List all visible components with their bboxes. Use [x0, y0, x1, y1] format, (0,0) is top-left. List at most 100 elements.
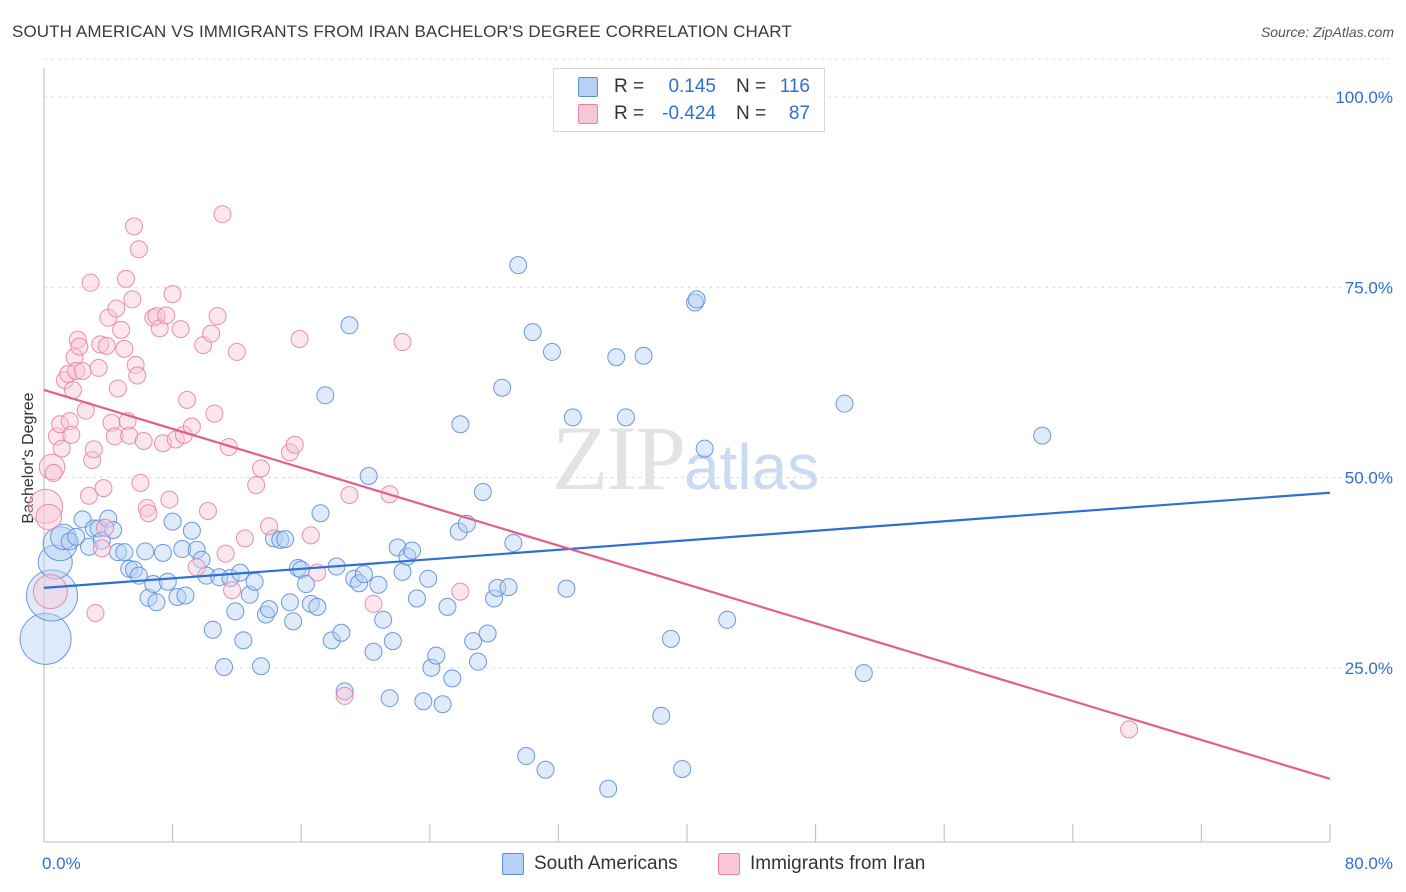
- bottom-legend-swatch-iran: [718, 853, 740, 875]
- data-point-south-americans: [354, 565, 373, 584]
- data-point-south-americans: [451, 415, 470, 434]
- data-point-south-americans: [182, 521, 201, 540]
- data-point-south-americans: [473, 482, 492, 501]
- data-point-iran: [94, 479, 113, 498]
- data-point-iran: [108, 379, 127, 398]
- data-point-iran: [32, 574, 68, 610]
- data-point-iran: [213, 205, 232, 224]
- x-tick-label: 80.0%: [1345, 854, 1393, 873]
- data-point-south-americans: [260, 600, 279, 619]
- data-point-south-americans: [252, 657, 271, 676]
- y-tick-label: 100.0%: [1335, 88, 1393, 107]
- data-point-south-americans: [433, 695, 452, 714]
- data-point-south-americans: [276, 530, 295, 549]
- data-point-iran: [120, 426, 139, 445]
- data-point-south-americans: [335, 682, 354, 701]
- data-point-iran: [89, 358, 108, 377]
- data-point-iran: [35, 503, 63, 531]
- data-point-iran: [86, 603, 105, 622]
- data-point-south-americans: [634, 346, 653, 365]
- data-point-iran: [92, 539, 111, 558]
- data-point-iran: [62, 425, 81, 444]
- data-point-south-americans: [438, 597, 457, 616]
- data-point-iran: [187, 558, 206, 577]
- legend-row-south-americans: R = 0.145 N = 116: [578, 74, 810, 100]
- y-tick-label: 50.0%: [1345, 469, 1393, 488]
- data-point-south-americans: [469, 652, 488, 671]
- data-point-south-americans: [380, 689, 399, 708]
- data-point-south-americans: [369, 575, 388, 594]
- data-point-iran: [125, 217, 144, 236]
- data-point-south-americans: [563, 408, 582, 427]
- data-point-south-americans: [176, 586, 195, 605]
- legend-r-value: -0.424: [662, 103, 716, 124]
- trend-line-iran: [43, 388, 1331, 780]
- data-point-south-americans: [523, 323, 542, 342]
- chart-title: SOUTH AMERICAN VS IMMIGRANTS FROM IRAN B…: [12, 22, 792, 41]
- data-point-south-americans: [687, 290, 706, 309]
- data-point-south-americans: [485, 589, 504, 608]
- data-point-south-americans: [407, 589, 426, 608]
- data-point-iran: [102, 413, 121, 432]
- data-point-south-americans: [203, 620, 222, 639]
- data-point-south-americans: [50, 523, 77, 551]
- data-point-iran: [84, 440, 103, 459]
- data-point-iran: [123, 290, 142, 309]
- data-point-south-americans: [89, 519, 108, 538]
- data-point-south-americans: [517, 747, 536, 766]
- correlation-legend: R = 0.145 N = 116 R = -0.424 N = 87: [553, 68, 825, 132]
- data-point-south-americans: [652, 706, 671, 725]
- data-point-south-americans: [173, 540, 192, 559]
- data-point-iran: [91, 335, 110, 354]
- data-point-south-americans: [422, 658, 441, 677]
- bottom-legend-iran: Immigrants from Iran: [718, 852, 925, 876]
- legend-n-label: N =: [736, 76, 767, 97]
- data-point-iran: [208, 307, 227, 326]
- data-point-iran: [247, 476, 266, 495]
- data-point-south-americans: [686, 293, 705, 312]
- legend-n-label: N =: [736, 103, 767, 124]
- data-point-iran: [107, 299, 126, 318]
- watermark: ZIPatlas: [552, 405, 819, 511]
- data-point-south-americans: [509, 256, 528, 275]
- data-point-south-americans: [536, 760, 555, 779]
- data-point-iran: [202, 324, 221, 343]
- legend-n-value: 116: [779, 76, 810, 97]
- data-point-south-americans: [542, 342, 561, 361]
- data-point-south-americans: [215, 657, 234, 676]
- data-point-iran: [47, 427, 66, 446]
- data-point-iran: [252, 459, 271, 478]
- data-point-iran: [105, 427, 124, 446]
- data-point-iran: [198, 501, 217, 520]
- data-point-south-americans: [245, 572, 264, 591]
- legend-swatch-south-americans: [578, 77, 598, 97]
- data-point-iran: [147, 307, 166, 326]
- data-point-iran: [28, 488, 64, 524]
- data-point-iran: [51, 415, 70, 434]
- data-point-south-americans: [316, 386, 335, 405]
- bottom-legend-south-americans: South Americans: [502, 852, 678, 876]
- data-point-south-americans: [115, 543, 134, 562]
- data-point-south-americans: [359, 466, 378, 485]
- data-point-south-americans: [557, 579, 576, 598]
- legend-row-iran: R = -0.424 N = 87: [578, 101, 810, 127]
- data-point-iran: [301, 526, 320, 545]
- data-point-south-americans: [499, 578, 518, 597]
- bottom-legend-label: South Americans: [534, 853, 678, 874]
- data-point-south-americans: [661, 629, 680, 648]
- data-point-south-americans: [297, 575, 316, 594]
- data-point-south-americans: [147, 593, 166, 612]
- data-point-south-americans: [332, 623, 351, 642]
- data-point-south-americans: [854, 664, 873, 683]
- data-point-iran: [260, 517, 279, 536]
- data-point-south-americans: [718, 610, 737, 629]
- data-point-iran: [216, 544, 235, 563]
- data-point-iran: [235, 529, 254, 548]
- data-point-iran: [178, 390, 197, 409]
- bottom-legend-swatch-south-americans: [502, 853, 524, 875]
- data-point-iran: [223, 581, 242, 600]
- legend-r-value: 0.145: [668, 76, 716, 97]
- data-point-south-americans: [388, 538, 407, 557]
- data-point-south-americans: [504, 533, 523, 552]
